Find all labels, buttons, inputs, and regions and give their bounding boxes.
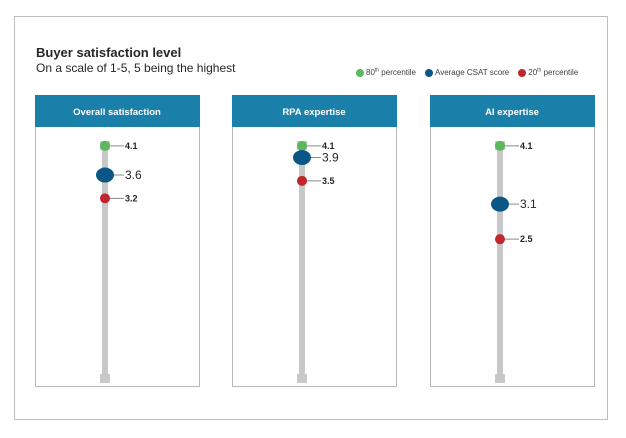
- track: [497, 143, 503, 381]
- point-p80: [100, 140, 110, 151]
- panel-3: AI expertise 2.5 4.1 3.1: [430, 95, 595, 387]
- panel-1: Overall satisfaction 3.2 4.1 3.6: [35, 95, 200, 387]
- point-p20: [495, 234, 505, 245]
- legend-dot-avg: [425, 68, 433, 77]
- legend-item-p80: 80th percentile: [356, 68, 416, 77]
- panel-box: [232, 95, 397, 387]
- legend-dot-p20: [518, 68, 527, 77]
- label-p20: 3.5: [322, 176, 335, 186]
- track-cap-bottom: [297, 374, 307, 383]
- label-p80: 4.1: [322, 141, 335, 151]
- point-avg: [96, 167, 114, 183]
- point-p80: [495, 140, 505, 151]
- point-p20: [100, 193, 110, 204]
- track: [299, 143, 305, 381]
- track-cap-bottom: [100, 374, 110, 383]
- point-p20: [297, 175, 307, 186]
- panel-2: RPA expertise 3.5 4.13.9: [232, 95, 397, 387]
- legend-item-avg: Average CSAT score: [425, 68, 509, 77]
- label-p80: 4.1: [125, 141, 138, 151]
- chart-title: Buyer satisfaction level: [36, 45, 182, 60]
- legend-label-p80: 80th percentile: [366, 67, 416, 77]
- panel-title: RPA expertise: [282, 107, 345, 118]
- label-avg: 3.1: [520, 197, 537, 211]
- legend-label-avg: Average CSAT score: [435, 68, 510, 77]
- panel-title: AI expertise: [485, 107, 539, 118]
- panel-title: Overall satisfaction: [73, 107, 161, 118]
- label-p80: 4.1: [520, 141, 533, 151]
- panel-box: [35, 95, 200, 387]
- point-avg: [293, 150, 311, 166]
- panel-box: [430, 95, 595, 387]
- panel-header: [232, 95, 397, 127]
- chart-subtitle: On a scale of 1-5, 5 being the highest: [36, 61, 236, 75]
- point-p80: [297, 140, 307, 151]
- legend-item-p20: 20th percentile: [518, 68, 578, 77]
- legend-dot-p80: [356, 68, 364, 77]
- track-cap-bottom: [495, 374, 505, 383]
- legend-label-p20: 20th percentile: [528, 67, 579, 77]
- point-avg: [491, 196, 509, 212]
- label-p20: 2.5: [520, 234, 533, 244]
- legend: 80th percentile Average CSAT score 20th pe…: [356, 68, 578, 77]
- panel-header: [35, 95, 200, 127]
- chart-frame: [14, 16, 608, 420]
- label-avg: 3.6: [125, 168, 142, 182]
- track: [102, 143, 108, 381]
- label-p20: 3.2: [125, 193, 138, 203]
- panel-header: [430, 95, 595, 127]
- label-avg: 3.9: [322, 151, 339, 165]
